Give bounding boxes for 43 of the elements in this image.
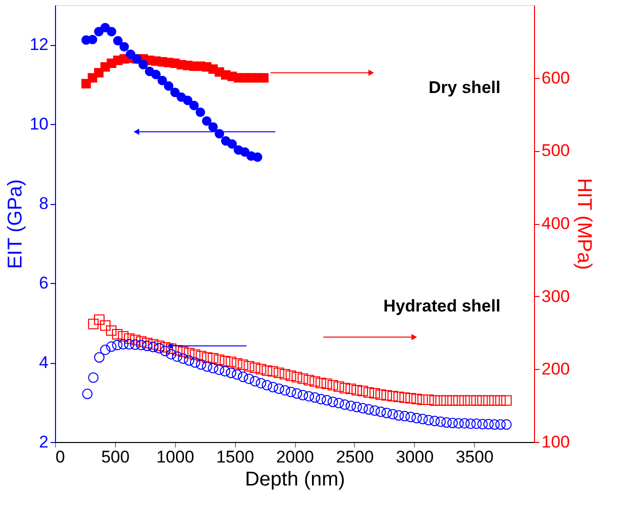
x-tick-label: 500 bbox=[101, 448, 130, 466]
y-tick-label: 12 bbox=[30, 35, 48, 54]
x-tick-label: 2500 bbox=[336, 448, 374, 466]
annotation: Hydrated shell bbox=[383, 296, 500, 316]
point bbox=[126, 50, 136, 59]
y-tick-label: 8 bbox=[39, 194, 48, 214]
point bbox=[182, 96, 192, 106]
point bbox=[113, 36, 123, 46]
x-tick-label: 3000 bbox=[396, 448, 434, 466]
point bbox=[196, 108, 206, 117]
point bbox=[252, 152, 262, 162]
point bbox=[151, 70, 161, 80]
point bbox=[202, 116, 212, 126]
y2-tick-label: 600 bbox=[542, 68, 570, 88]
y-axis-title: EIT (GPa) bbox=[4, 179, 27, 269]
y-tick-label: 4 bbox=[39, 353, 48, 372]
point bbox=[106, 26, 116, 36]
y2-tick-label: 100 bbox=[542, 432, 570, 452]
y-tick-label: 6 bbox=[39, 274, 48, 293]
y2-tick-label: 200 bbox=[542, 360, 570, 379]
point bbox=[208, 122, 218, 132]
point bbox=[259, 73, 269, 83]
x-tick-label: 0 bbox=[56, 448, 65, 466]
x-tick-label: 3500 bbox=[456, 448, 494, 466]
point bbox=[158, 76, 168, 86]
x-axis-title: Depth (nm) bbox=[244, 468, 346, 490]
y-tick-label: 10 bbox=[30, 114, 48, 134]
y2-tick-label: 500 bbox=[542, 141, 570, 160]
y-tick-label: 2 bbox=[39, 432, 48, 452]
annotation: Dry shell bbox=[428, 78, 500, 98]
x-tick-label: 1500 bbox=[216, 448, 254, 466]
point bbox=[227, 139, 237, 149]
y2-tick-label: 300 bbox=[542, 286, 570, 306]
point bbox=[138, 60, 148, 70]
y2-tick-label: 400 bbox=[542, 214, 570, 233]
point bbox=[164, 81, 174, 91]
x-tick-label: 1000 bbox=[156, 448, 194, 466]
point bbox=[170, 88, 180, 98]
point bbox=[88, 34, 98, 44]
y2-axis-title: HIT (MPa) bbox=[572, 178, 595, 270]
point bbox=[189, 100, 199, 110]
x-tick-label: 2000 bbox=[276, 448, 314, 466]
point bbox=[119, 42, 129, 52]
